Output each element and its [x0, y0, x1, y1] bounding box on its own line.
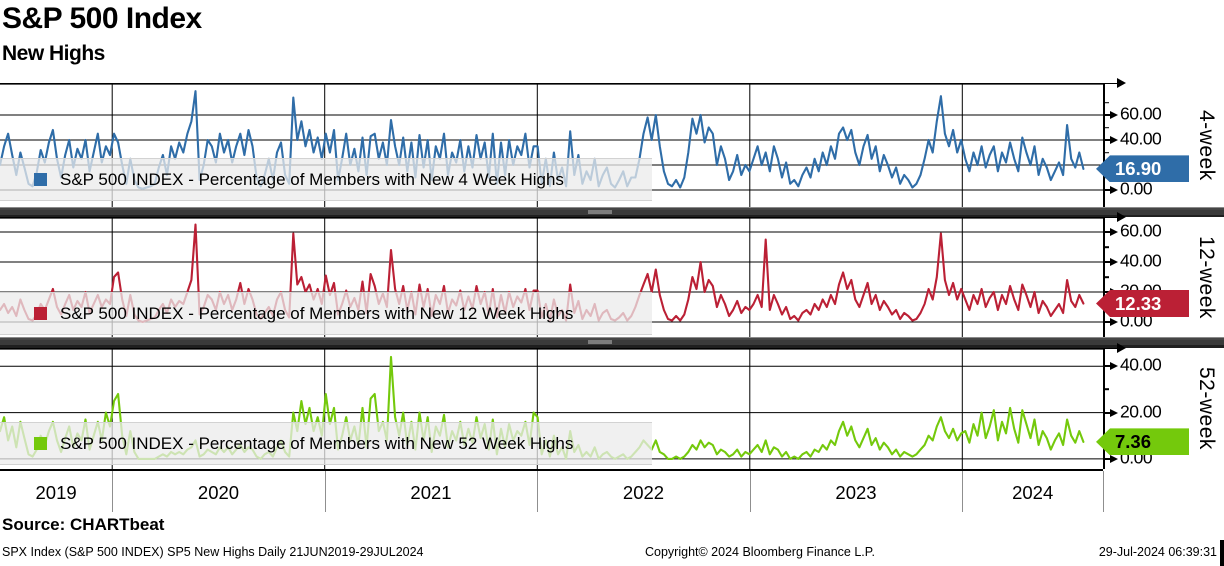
- legend-label: S&P 500 INDEX - Percentage of Members wi…: [60, 303, 574, 323]
- year-label: 2019: [35, 482, 77, 503]
- tick-arrow-icon: [1110, 258, 1118, 266]
- panel-side-label-4-week: 4-week: [1195, 109, 1218, 181]
- y-axis-line: [1103, 83, 1105, 207]
- legend-label: S&P 500 INDEX - Percentage of Members wi…: [60, 433, 574, 453]
- y-tick-label: 40.00: [1120, 250, 1162, 271]
- axis-top-extension: [1103, 347, 1118, 350]
- panel-splitter-handle[interactable]: [0, 207, 1224, 217]
- splitter-grip-icon: [588, 340, 612, 344]
- x-axis-line: [0, 469, 1103, 471]
- panel-splitter-handle[interactable]: [0, 337, 1224, 348]
- axis-arrow-icon: [1117, 212, 1126, 223]
- panel-side-label-52-week: 52-week: [1195, 367, 1218, 450]
- y-tick-label: 60.00: [1120, 220, 1162, 241]
- last-value-badge-12-week: 12.33: [1096, 290, 1189, 317]
- footer: SPX Index (S&P 500 INDEX) SP5 New Highs …: [0, 545, 1224, 563]
- tick-arrow-icon: [1110, 408, 1118, 417]
- tick-arrow-icon: [1110, 454, 1118, 463]
- y-minor-tick: [1103, 388, 1109, 391]
- y-major-tick: [1103, 291, 1112, 293]
- x-tick: [749, 471, 751, 512]
- y-tick-label: 20.00: [1120, 401, 1162, 422]
- y-major-tick: [1103, 231, 1112, 233]
- legend-12-week: S&P 500 INDEX - Percentage of Members wi…: [0, 292, 652, 335]
- panel-side-label-12-week: 12-week: [1195, 235, 1218, 319]
- x-tick: [537, 471, 539, 512]
- source-label: Source: CHARTbeat: [2, 515, 165, 534]
- year-label: 2021: [410, 482, 452, 503]
- y-tick-label: 60.00: [1120, 103, 1162, 124]
- y-major-tick: [1103, 411, 1112, 414]
- y-major-tick: [1103, 321, 1112, 323]
- last-value-badge-52-week: 7.36: [1096, 428, 1189, 456]
- y-minor-tick: [1103, 126, 1109, 129]
- window-edge: [1220, 540, 1224, 566]
- y-minor-tick: [1103, 276, 1109, 278]
- footer-left: SPX Index (S&P 500 INDEX) SP5 New Highs …: [2, 545, 424, 559]
- y-major-tick: [1103, 261, 1112, 263]
- tick-arrow-icon: [1110, 186, 1118, 194]
- axis-top-extension: [1103, 216, 1118, 219]
- x-tick: [962, 471, 964, 512]
- tick-arrow-icon: [1110, 318, 1118, 326]
- y-major-tick: [1103, 139, 1112, 141]
- y-major-tick: [1103, 365, 1112, 368]
- year-label: 2023: [835, 482, 877, 503]
- y-axis-line: [1103, 348, 1105, 469]
- axis-arrow-icon: [1117, 343, 1126, 354]
- year-label: 2020: [197, 482, 240, 503]
- page-subtitle: New Highs: [2, 42, 105, 65]
- x-tick: [1103, 471, 1105, 512]
- tick-arrow-icon: [1110, 362, 1118, 371]
- legend-label: S&P 500 INDEX - Percentage of Members wi…: [60, 169, 564, 189]
- panel-52-week: 0.00 20.00 40.00 S&P 500 INDEX - Percentag…: [0, 343, 1224, 469]
- tick-arrow-icon: [1110, 136, 1118, 144]
- x-tick: [324, 471, 326, 512]
- y-minor-tick: [1103, 151, 1109, 154]
- legend-52-week: S&P 500 INDEX - Percentage of Members wi…: [0, 422, 652, 465]
- x-axis: 2019 2020 2021 2022 2023 2024: [0, 469, 1224, 515]
- y-tick-label: 0.00: [1120, 178, 1153, 199]
- axis-arrow-icon: [1117, 78, 1126, 89]
- legend-4-week: S&P 500 INDEX - Percentage of Members wi…: [0, 158, 652, 201]
- page-title: S&P 500 Index: [2, 2, 202, 35]
- y-major-tick: [1103, 114, 1112, 116]
- splitter-grip-icon: [588, 210, 612, 214]
- legend-marker-icon: [34, 437, 47, 450]
- y-major-tick: [1103, 457, 1112, 460]
- x-tick: [112, 471, 114, 512]
- tick-arrow-icon: [1110, 111, 1118, 119]
- legend-marker-icon: [34, 173, 47, 186]
- tick-arrow-icon: [1110, 228, 1118, 236]
- axis-top-extension: [1103, 82, 1118, 85]
- y-minor-tick: [1103, 246, 1109, 248]
- year-label: 2022: [622, 482, 665, 503]
- y-tick-label: 40.00: [1120, 354, 1162, 375]
- y-minor-tick: [1103, 101, 1109, 104]
- y-tick-label: 40.00: [1120, 128, 1162, 149]
- legend-marker-icon: [34, 307, 47, 320]
- year-label: 2024: [1012, 482, 1054, 503]
- y-major-tick: [1103, 189, 1112, 191]
- footer-timestamp: 29-Jul-2024 06:39:31: [1098, 545, 1217, 559]
- last-value-badge-4-week: 16.90: [1096, 155, 1189, 183]
- footer-copyright: Copyright© 2024 Bloomberg Finance L.P.: [645, 545, 875, 559]
